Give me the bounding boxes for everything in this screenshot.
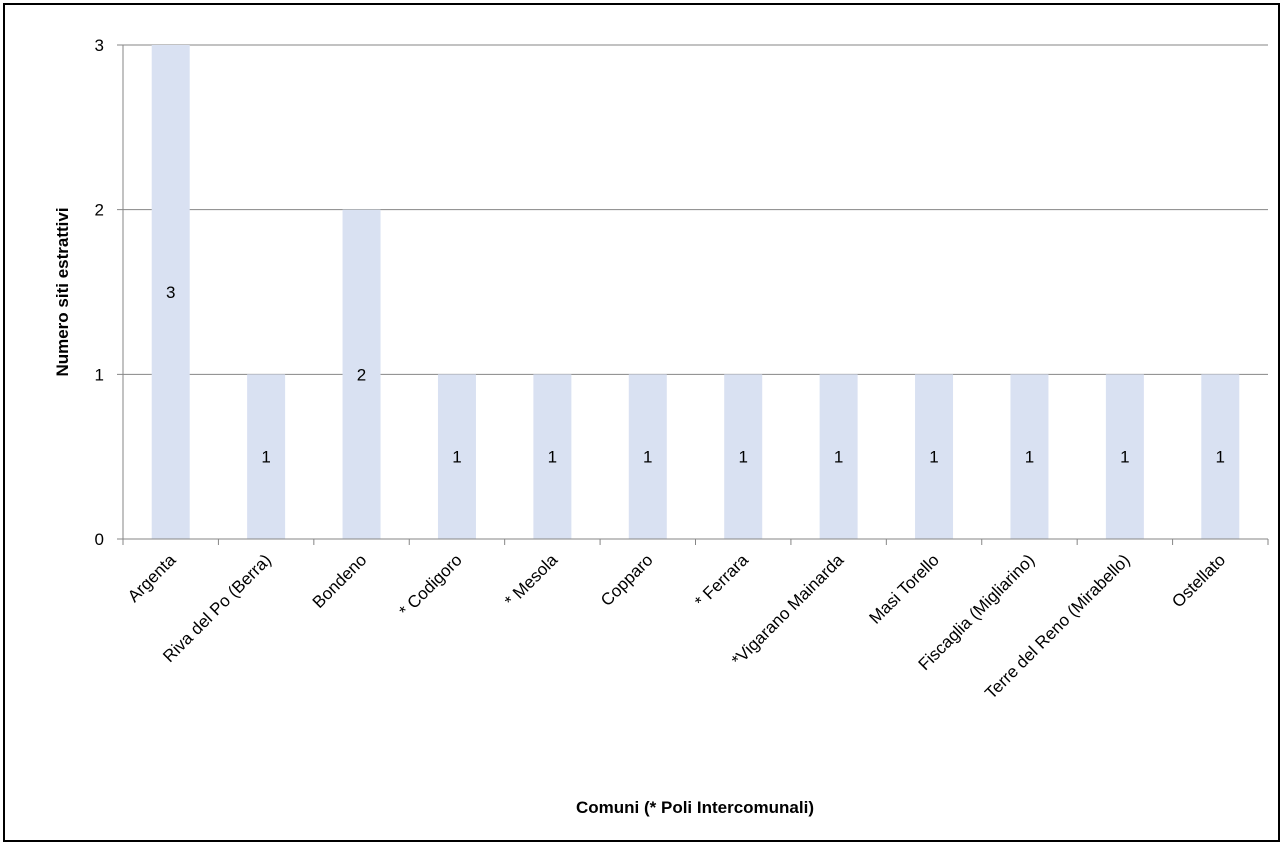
data-label: 1 (1120, 448, 1129, 467)
x-tick-label: * Ferrara (691, 550, 752, 611)
bar (628, 374, 667, 539)
data-label: 1 (834, 448, 843, 467)
y-tick-label: 0 (95, 530, 104, 549)
x-tick-label: Copparo (597, 550, 657, 610)
data-label: 1 (1216, 448, 1225, 467)
data-label: 1 (548, 448, 557, 467)
bars (151, 45, 1240, 539)
x-tick-label: Argenta (124, 550, 180, 606)
bar (437, 374, 476, 539)
bar (1105, 374, 1144, 539)
bar (533, 374, 572, 539)
x-tick-label: Riva del Po (Berra) (159, 550, 275, 666)
x-tick-label: Ostellato (1168, 550, 1229, 611)
bar (1010, 374, 1049, 539)
data-label: 3 (166, 283, 175, 302)
y-tick-label: 1 (95, 365, 104, 384)
data-label: 2 (357, 365, 366, 384)
bar (724, 374, 763, 539)
data-label: 1 (452, 448, 461, 467)
gridlines (117, 44, 1268, 375)
y-axis-title: Numero siti estrattivi (53, 207, 72, 376)
x-tick-label: * Codigoro (396, 550, 466, 620)
bar (915, 374, 954, 539)
x-tick-label: Masi Torello (866, 550, 943, 627)
bar (1201, 374, 1240, 539)
bar (342, 209, 381, 539)
x-tick-label: Bondeno (309, 550, 371, 612)
data-label: 1 (643, 448, 652, 467)
data-label: 1 (261, 448, 270, 467)
y-tick-label: 2 (95, 201, 104, 220)
bar (819, 374, 858, 539)
bar (247, 374, 286, 539)
bar (151, 45, 190, 539)
data-label: 1 (929, 448, 938, 467)
x-axis-title: Comuni (* Poli Intercomunali) (576, 798, 814, 817)
y-tick-label: 3 (95, 36, 104, 55)
axes (117, 45, 1269, 545)
data-label: 1 (1025, 448, 1034, 467)
data-label: 1 (738, 448, 747, 467)
x-tick-label: * Mesola (501, 550, 562, 611)
